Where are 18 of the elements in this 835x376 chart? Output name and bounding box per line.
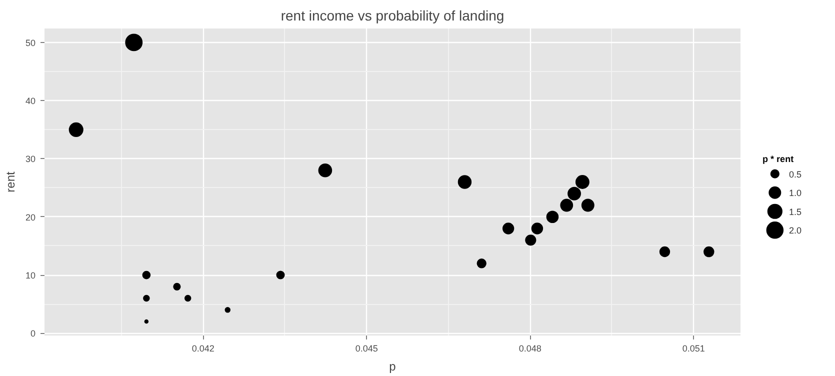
y-tick-label: 30 bbox=[25, 154, 36, 164]
x-tick-label: 0.042 bbox=[192, 344, 214, 354]
y-tick-label: 20 bbox=[25, 212, 36, 222]
y-tick-label: 50 bbox=[25, 38, 36, 48]
y-tick-label: 10 bbox=[25, 270, 36, 281]
y-axis-title: rent bbox=[3, 170, 18, 192]
y-tick-label: 40 bbox=[25, 96, 36, 106]
legend-label: 1.0 bbox=[789, 188, 802, 198]
legend-label: 2.0 bbox=[789, 226, 802, 236]
legend-label: 0.5 bbox=[789, 169, 802, 180]
x-tick-label: 0.051 bbox=[682, 344, 705, 354]
x-axis-title: p bbox=[389, 360, 396, 374]
x-tick-label: 0.048 bbox=[518, 344, 542, 354]
legend-label: 1.5 bbox=[789, 206, 802, 217]
y-tick-label: 0 bbox=[30, 328, 36, 339]
chart-title: rent income vs probability of landing bbox=[280, 8, 504, 24]
legend-title: p * rent bbox=[762, 154, 794, 164]
x-tick-label: 0.045 bbox=[355, 344, 378, 354]
